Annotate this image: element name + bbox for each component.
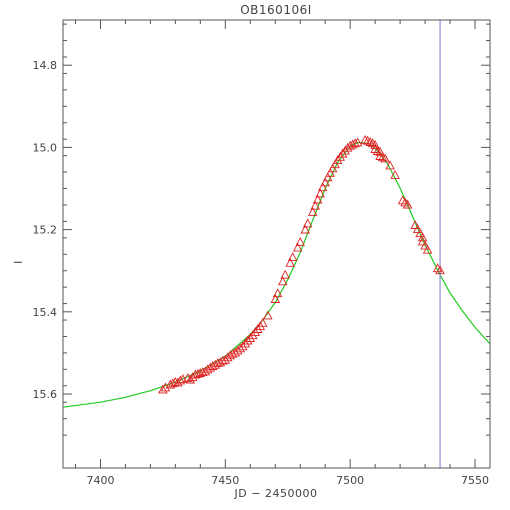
data-point <box>312 194 323 204</box>
data-point <box>420 240 430 250</box>
axis-tick-labels: 7400 7450 7500 7550 14.8 15.0 15.2 15.4 15.6 <box>33 59 490 487</box>
model-curve-layer <box>63 141 490 408</box>
data-point <box>422 244 433 254</box>
data-point <box>258 317 268 327</box>
data-point <box>220 354 231 364</box>
x-tick-label: 7500 <box>336 474 364 487</box>
data-point <box>277 276 288 286</box>
data-point <box>205 362 216 372</box>
data-point <box>350 138 360 148</box>
data-point <box>352 137 363 147</box>
data-point <box>245 333 256 342</box>
plot-frame <box>62 19 491 469</box>
y-tick-label: 15.2 <box>33 224 58 237</box>
data-point <box>300 224 310 234</box>
data-point <box>417 232 428 242</box>
data-point <box>367 138 378 148</box>
data-point <box>320 177 330 187</box>
data-point <box>270 294 281 303</box>
data-point <box>310 200 320 210</box>
data-point <box>287 252 298 262</box>
data-point <box>315 188 325 198</box>
data-point <box>225 350 236 360</box>
y-tick-label: 14.8 <box>33 59 58 72</box>
data-point <box>380 153 390 163</box>
data-point <box>375 146 385 156</box>
data-point <box>360 134 370 144</box>
data-point <box>415 228 425 238</box>
data-point <box>250 326 261 336</box>
x-axis-label: JD − 2450000 <box>234 487 318 500</box>
data-point <box>158 384 168 394</box>
data-point <box>337 148 348 158</box>
data-point <box>253 324 263 333</box>
x-tick-label: 7550 <box>461 474 489 487</box>
data-points-layer <box>158 134 445 394</box>
data-point <box>375 151 385 160</box>
data-point <box>412 224 423 234</box>
data-point <box>402 199 413 209</box>
data-point <box>238 341 248 351</box>
data-point <box>410 220 420 229</box>
data-point <box>292 242 303 252</box>
axis-ticks <box>63 20 490 468</box>
data-point <box>240 338 251 348</box>
y-tick-label: 15.6 <box>33 388 58 401</box>
data-point <box>302 218 313 228</box>
x-tick-label: 7450 <box>211 474 239 487</box>
data-point <box>322 172 333 182</box>
x-tick-label: 7400 <box>86 474 114 487</box>
data-point <box>235 343 246 353</box>
data-point <box>175 375 186 385</box>
data-point <box>317 182 328 192</box>
data-point <box>295 236 305 246</box>
data-point <box>280 269 290 279</box>
y-axis-label: I <box>12 260 25 264</box>
data-point <box>185 374 196 384</box>
data-point <box>325 167 335 177</box>
data-point <box>377 152 388 162</box>
data-point <box>243 335 253 345</box>
data-point <box>208 361 218 370</box>
data-point <box>160 382 171 392</box>
data-point <box>168 378 178 388</box>
y-tick-label: 15.0 <box>33 141 58 154</box>
y-tick-label: 15.4 <box>33 306 58 319</box>
chart-title: OB160106I <box>240 3 312 17</box>
data-point <box>263 310 273 320</box>
data-point <box>362 135 373 145</box>
data-point <box>365 137 375 146</box>
data-point <box>340 145 350 155</box>
data-point <box>385 160 395 170</box>
data-point <box>370 139 380 149</box>
data-point <box>307 206 318 216</box>
data-point <box>417 236 428 246</box>
model-curve <box>63 141 490 408</box>
data-point <box>372 146 383 155</box>
data-point <box>285 257 295 267</box>
data-point <box>272 288 283 298</box>
data-point <box>435 265 445 275</box>
data-point <box>390 169 400 179</box>
